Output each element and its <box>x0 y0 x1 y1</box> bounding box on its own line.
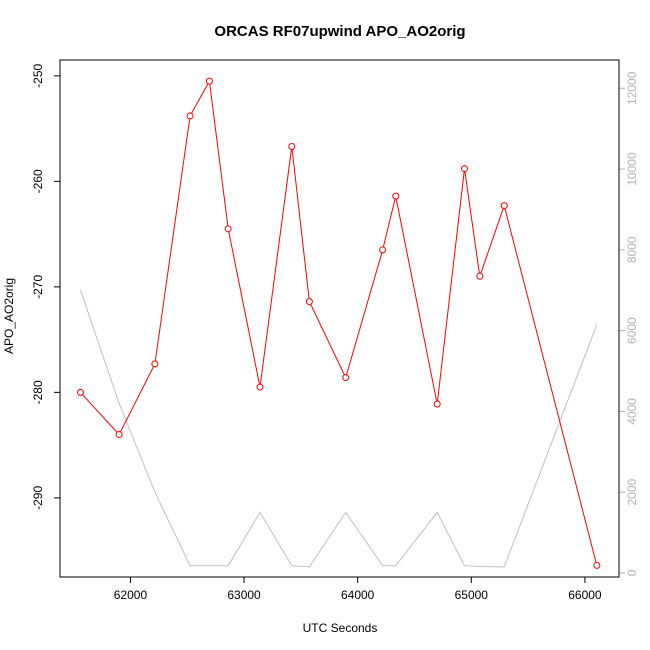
y2-tick-label: 12000 <box>625 71 639 105</box>
y-tick-label: -270 <box>31 275 45 299</box>
y-tick-label: -260 <box>31 169 45 193</box>
y-tick-label: -250 <box>31 63 45 87</box>
y-axis-label: APO_AO2orig <box>2 278 16 354</box>
apo-data-point <box>379 246 387 254</box>
y2-tick-label: 4000 <box>625 398 639 425</box>
apo-data-point <box>186 112 194 120</box>
apo-data-point <box>433 400 441 408</box>
apo-data-point <box>342 374 350 382</box>
apo-data-point <box>151 360 159 368</box>
y2-tick-label: 8000 <box>625 236 639 263</box>
x-axis-label: UTC Seconds <box>303 621 378 635</box>
y-tick-label: -280 <box>31 380 45 404</box>
y2-tick-label: 0 <box>625 569 639 576</box>
series-layer <box>76 77 601 569</box>
apo-data-point <box>76 388 84 396</box>
apo-data-point <box>115 431 123 439</box>
apo-data-point <box>593 561 601 569</box>
apo-data-point <box>256 383 264 391</box>
secondary-series-line <box>80 290 598 568</box>
x-tick-label: 63000 <box>227 588 261 602</box>
apo-data-point <box>500 202 508 210</box>
y2-tick-label: 2000 <box>625 479 639 506</box>
y2-tick-label: 6000 <box>625 317 639 344</box>
apo-data-point <box>476 272 484 280</box>
apo-data-point <box>392 192 400 200</box>
y-tick-label: -290 <box>31 486 45 510</box>
plot-frame <box>59 59 620 578</box>
apo-data-point <box>305 298 313 306</box>
y-axis: -290 -280 -270 -260 -250 <box>31 63 60 510</box>
apo-data-point <box>224 225 232 233</box>
y2-tick-label: 10000 <box>625 152 639 186</box>
apo-data-point <box>288 143 296 151</box>
apo-data-point <box>205 77 213 85</box>
apo-data-point <box>460 165 468 173</box>
chart-title: ORCAS RF07upwind APO_AO2orig <box>214 23 465 40</box>
x-tick-label: 66000 <box>568 588 602 602</box>
x-tick-label: 62000 <box>114 588 148 602</box>
x-tick-label: 64000 <box>341 588 375 602</box>
x-tick-label: 65000 <box>455 588 489 602</box>
x-axis: 62000 63000 64000 65000 66000 <box>114 577 602 602</box>
